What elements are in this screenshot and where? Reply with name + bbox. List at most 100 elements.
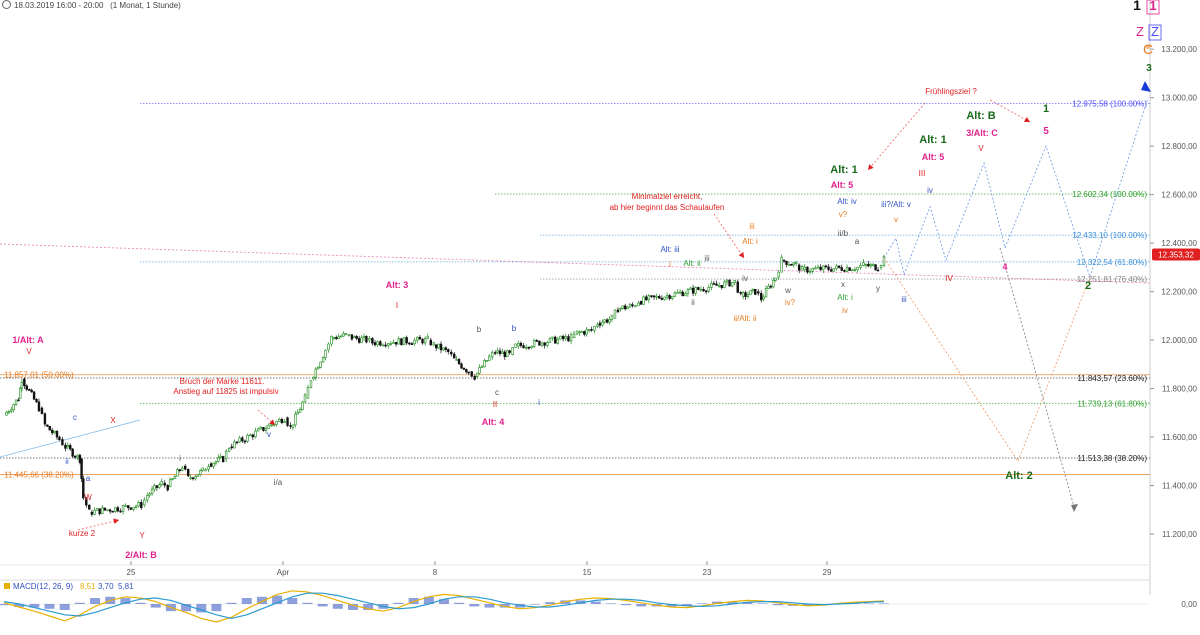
wave-label-ii: ii <box>65 457 69 466</box>
candle-body <box>522 345 525 349</box>
settings-gear-icon[interactable] <box>2 0 11 9</box>
candle-body <box>811 268 814 272</box>
candle-body <box>790 264 793 266</box>
y-axis-tick-label: 13.000,00 <box>1161 94 1197 103</box>
candle-body <box>93 509 96 515</box>
macd-histogram-bar <box>332 604 343 609</box>
candle-body <box>478 367 481 374</box>
candle-body <box>173 475 177 479</box>
candle-body <box>564 336 567 340</box>
candle-body <box>480 366 484 369</box>
candle-body <box>254 430 257 438</box>
candle-body <box>14 399 18 405</box>
macd-histogram-bar <box>226 602 237 604</box>
candle-body <box>453 353 456 359</box>
candle-body <box>593 325 596 331</box>
wave-label-v: V <box>978 144 984 153</box>
candle-body <box>337 336 340 339</box>
macd-histogram-bar <box>590 601 601 604</box>
candle-body <box>797 264 801 271</box>
candle-body <box>88 504 91 510</box>
candle-body <box>80 458 83 479</box>
candle-body <box>296 411 299 415</box>
candle-body <box>423 338 427 344</box>
candle-body <box>317 367 320 370</box>
wave-label-alt-1: Alt: 1 <box>830 164 858 176</box>
wave-dot-c <box>1146 45 1150 49</box>
candle-body <box>294 413 297 426</box>
macd-histogram-bar <box>241 598 252 604</box>
trend-line-blue <box>0 419 141 458</box>
candle-body <box>829 269 833 272</box>
wave-label-y: Y <box>139 531 145 540</box>
candle-body <box>851 269 854 272</box>
candle-body <box>392 342 395 344</box>
y-axis-tick-label: 12.600,00 <box>1161 191 1197 200</box>
y-axis-tick-label: 12.800,00 <box>1161 142 1197 151</box>
candle-body <box>867 263 870 267</box>
projection-arrow-blue <box>1141 81 1151 92</box>
candle-body <box>827 266 830 270</box>
candle-body <box>556 338 560 344</box>
candle-body <box>848 267 851 271</box>
candle-body <box>524 346 528 349</box>
candle-body <box>163 482 166 486</box>
candle-body <box>460 363 463 369</box>
candle-body <box>251 434 255 438</box>
candle-body <box>168 479 172 488</box>
candle-body <box>803 266 806 271</box>
x-axis-tick-label: 25 <box>127 568 136 577</box>
callout-arrow-kurze2-head <box>113 518 119 525</box>
candle-body <box>25 385 28 390</box>
candle-body <box>733 280 736 283</box>
candle-body <box>410 343 414 345</box>
candle-body <box>864 263 868 266</box>
wave-box-z <box>1148 24 1162 41</box>
candle-body <box>241 437 244 442</box>
candle-body <box>853 269 857 272</box>
candle-body <box>298 409 302 413</box>
candle-body <box>291 424 295 428</box>
candle-body <box>762 296 765 300</box>
macd-histogram-bar <box>393 602 404 604</box>
candle-body <box>527 346 531 349</box>
wave-label-x: X <box>110 416 116 425</box>
candle-body <box>319 361 322 368</box>
candle-body <box>663 296 666 300</box>
macd-histogram-bar <box>423 596 434 604</box>
candle-body <box>876 269 880 272</box>
candle-body <box>871 264 875 266</box>
wave-label-alt-5: Alt: 5 <box>831 180 854 190</box>
candle-body <box>450 351 453 355</box>
callout-arrow-kurze2 <box>77 519 120 531</box>
candle-body <box>233 441 236 449</box>
candle-body <box>124 505 127 507</box>
candle-body <box>55 431 59 438</box>
wave-label-z: Z <box>1151 24 1159 39</box>
wave-label-iii: iii <box>749 222 755 231</box>
fib-level-label: 12.322,54 (61.80%) <box>1077 258 1148 267</box>
candle-body <box>335 337 338 339</box>
candle-body <box>707 287 710 292</box>
candle-body <box>140 502 143 508</box>
trend-line-magenta <box>0 243 1151 284</box>
candle-body <box>869 264 872 267</box>
y-axis-tick-label: 12.200,00 <box>1161 288 1197 297</box>
wave-label-iii-alt-v: iii?/Alt: v <box>881 200 911 209</box>
candle-body <box>330 336 333 345</box>
candle-body <box>256 428 260 432</box>
candle-body <box>98 508 101 515</box>
macd-histogram-bar <box>135 602 146 604</box>
candle-body <box>691 287 695 294</box>
candle-body <box>616 309 620 313</box>
x-axis-tick-label: 15 <box>583 568 592 577</box>
candle-body <box>506 350 509 358</box>
candle-body <box>519 342 523 346</box>
wave-label-v: V <box>26 347 32 356</box>
candle-body <box>442 347 445 351</box>
candle-body <box>303 394 307 403</box>
candle-body <box>879 265 883 268</box>
candle-body <box>824 265 828 268</box>
candle-body <box>548 337 552 343</box>
